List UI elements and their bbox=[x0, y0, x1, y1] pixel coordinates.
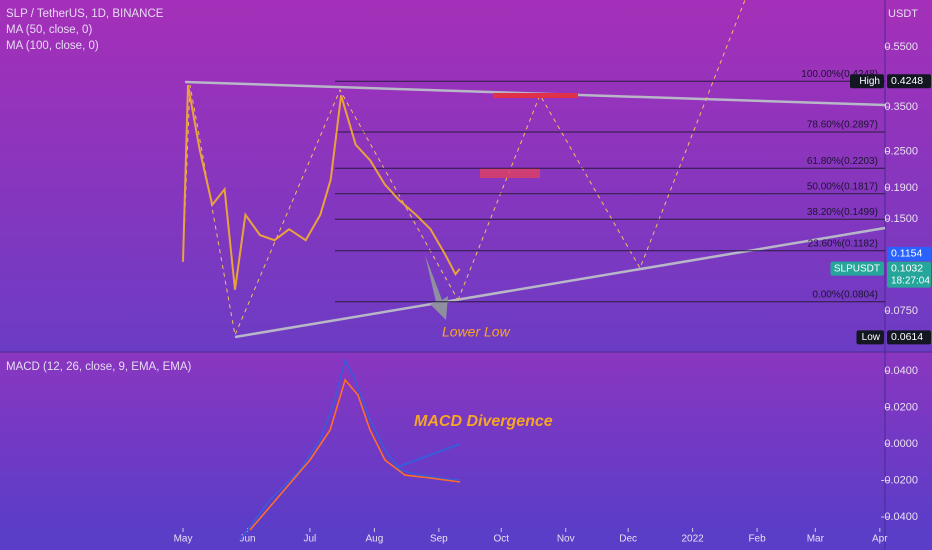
price-tag bbox=[887, 261, 931, 288]
x-tick-label: Sep bbox=[430, 534, 448, 545]
macd-pane bbox=[0, 352, 932, 528]
price-tag-name: SLPUSDT bbox=[834, 263, 880, 274]
price-tag-value: 0.1154 bbox=[891, 248, 922, 260]
y-tick-label: 0.3500 bbox=[884, 101, 918, 113]
y-tick-label: 0.2500 bbox=[884, 145, 918, 157]
x-tick-label: Apr bbox=[872, 534, 888, 545]
divergence-line bbox=[394, 443, 461, 469]
zone bbox=[493, 93, 578, 98]
y-tick-label: 0.1500 bbox=[884, 213, 918, 225]
x-tick-label: Mar bbox=[807, 534, 825, 545]
price-pane bbox=[0, 0, 932, 352]
arrow bbox=[425, 255, 448, 320]
y-tick-label: 0.0200 bbox=[884, 401, 918, 413]
y-tick-label: -0.0200 bbox=[881, 474, 918, 486]
fib-label: 0.00%(0.0804) bbox=[812, 289, 878, 300]
fib-label: 38.20%(0.1499) bbox=[807, 207, 878, 218]
x-tick-label: Oct bbox=[493, 534, 509, 545]
price-tag-time: 18:27:04 bbox=[891, 275, 930, 286]
annotation: Lower Low bbox=[442, 324, 511, 340]
x-tick-label: Jun bbox=[239, 534, 255, 545]
macd-legend: MACD (12, 26, close, 9, EMA, EMA) bbox=[6, 361, 192, 373]
series-line bbox=[239, 357, 461, 541]
price-tag-name: Low bbox=[862, 332, 881, 343]
price-tag bbox=[887, 246, 931, 261]
y-tick-label: 0.0400 bbox=[884, 365, 918, 377]
y-tick-label: 0.5500 bbox=[884, 41, 918, 53]
x-tick-label: Jul bbox=[304, 534, 317, 545]
series-line bbox=[249, 378, 461, 531]
projection bbox=[457, 0, 746, 301]
fib-label: 23.60%(0.1182) bbox=[808, 238, 878, 249]
x-tick-label: 2022 bbox=[681, 534, 704, 545]
currency: USDT bbox=[888, 8, 918, 20]
y-tick-label: -0.0400 bbox=[881, 511, 918, 523]
indicator-legend: MA (100, close, 0) bbox=[6, 40, 99, 52]
fib-label: 61.80%(0.2203) bbox=[807, 156, 878, 167]
zone bbox=[480, 168, 540, 178]
drawings bbox=[182, 0, 886, 469]
fib-label: 100.00%(0.4248) bbox=[801, 69, 878, 80]
symbol-title: SLP / TetherUS, 1D, BINANCE bbox=[6, 8, 164, 20]
price-tag-value: 0.0614 bbox=[891, 331, 923, 343]
x-tick-label: Nov bbox=[557, 534, 575, 545]
price-tag-value: 0.1032 bbox=[891, 262, 923, 274]
indicator-legend: MA (50, close, 0) bbox=[6, 24, 92, 36]
x-tick-label: Aug bbox=[365, 534, 383, 545]
price-tag bbox=[887, 330, 931, 345]
series-line bbox=[182, 84, 461, 290]
price-tag-value: 0.4248 bbox=[891, 75, 923, 87]
price-tag-name-bg bbox=[830, 261, 884, 276]
fib-label: 78.60%(0.2897) bbox=[807, 120, 878, 131]
y-tick-label: 0.0000 bbox=[884, 438, 918, 450]
price-tag-name: High bbox=[859, 76, 880, 87]
trend-line bbox=[234, 226, 886, 339]
y-tick-label: 0.1900 bbox=[884, 182, 918, 194]
price-tag-name-bg bbox=[856, 330, 884, 345]
x-tick-label: May bbox=[174, 534, 193, 545]
price-tag-name-bg bbox=[850, 74, 884, 89]
y-tick-label: 0.0750 bbox=[884, 305, 918, 317]
x-tick-label: Feb bbox=[748, 534, 766, 545]
annotation: MACD Divergence bbox=[414, 413, 553, 430]
plot-layer: 0.5500 0.3500 0.2500 0.1900 0.1500 0.0750 May J… bbox=[174, 41, 931, 545]
zigzag bbox=[182, 84, 459, 337]
price-tag bbox=[887, 74, 931, 89]
fib-label: 50.00%(0.1817) bbox=[807, 181, 878, 192]
x-tick-label: Dec bbox=[619, 534, 637, 545]
time-axis bbox=[0, 528, 932, 550]
